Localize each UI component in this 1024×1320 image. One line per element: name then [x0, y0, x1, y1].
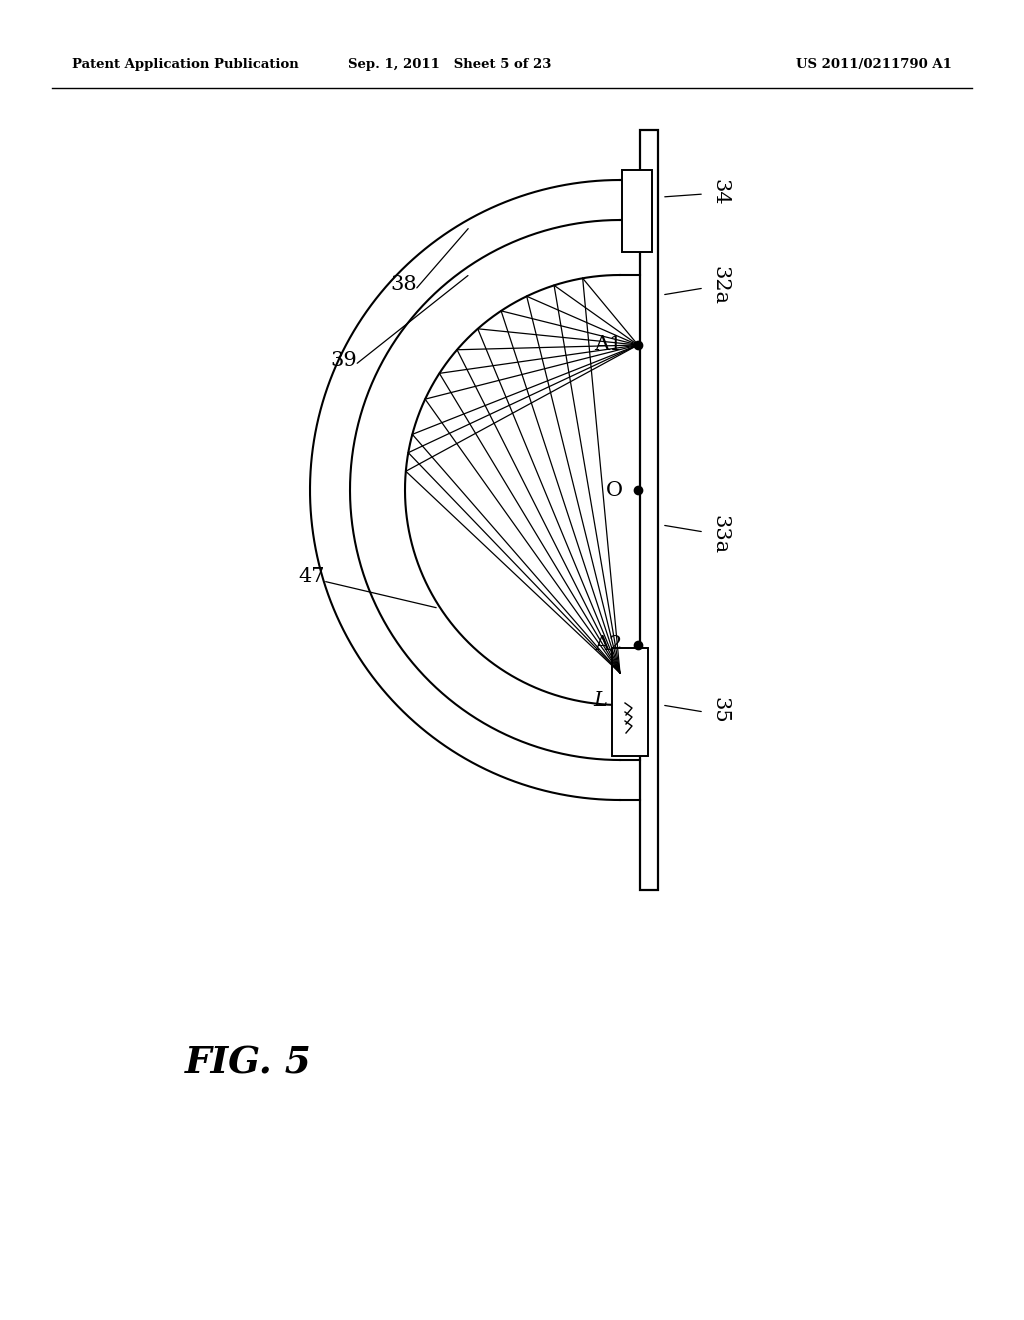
Text: A2: A2: [595, 635, 623, 655]
Text: Sep. 1, 2011   Sheet 5 of 23: Sep. 1, 2011 Sheet 5 of 23: [348, 58, 552, 71]
Text: US 2011/0211790 A1: US 2011/0211790 A1: [796, 58, 952, 71]
Text: 39: 39: [330, 351, 356, 370]
Text: O: O: [606, 480, 623, 499]
Bar: [640, 129, 658, 890]
Text: L: L: [593, 690, 607, 710]
Bar: [622, 170, 652, 252]
Text: A1: A1: [595, 335, 623, 355]
Text: 32a: 32a: [710, 265, 729, 305]
Text: 47: 47: [298, 566, 325, 586]
Bar: [612, 648, 648, 756]
Text: FIG. 5: FIG. 5: [185, 1045, 312, 1082]
Text: 38: 38: [390, 276, 417, 294]
Text: 35: 35: [710, 697, 729, 723]
Text: Patent Application Publication: Patent Application Publication: [72, 58, 299, 71]
Text: 33a: 33a: [710, 515, 729, 554]
Text: 34: 34: [710, 178, 729, 206]
